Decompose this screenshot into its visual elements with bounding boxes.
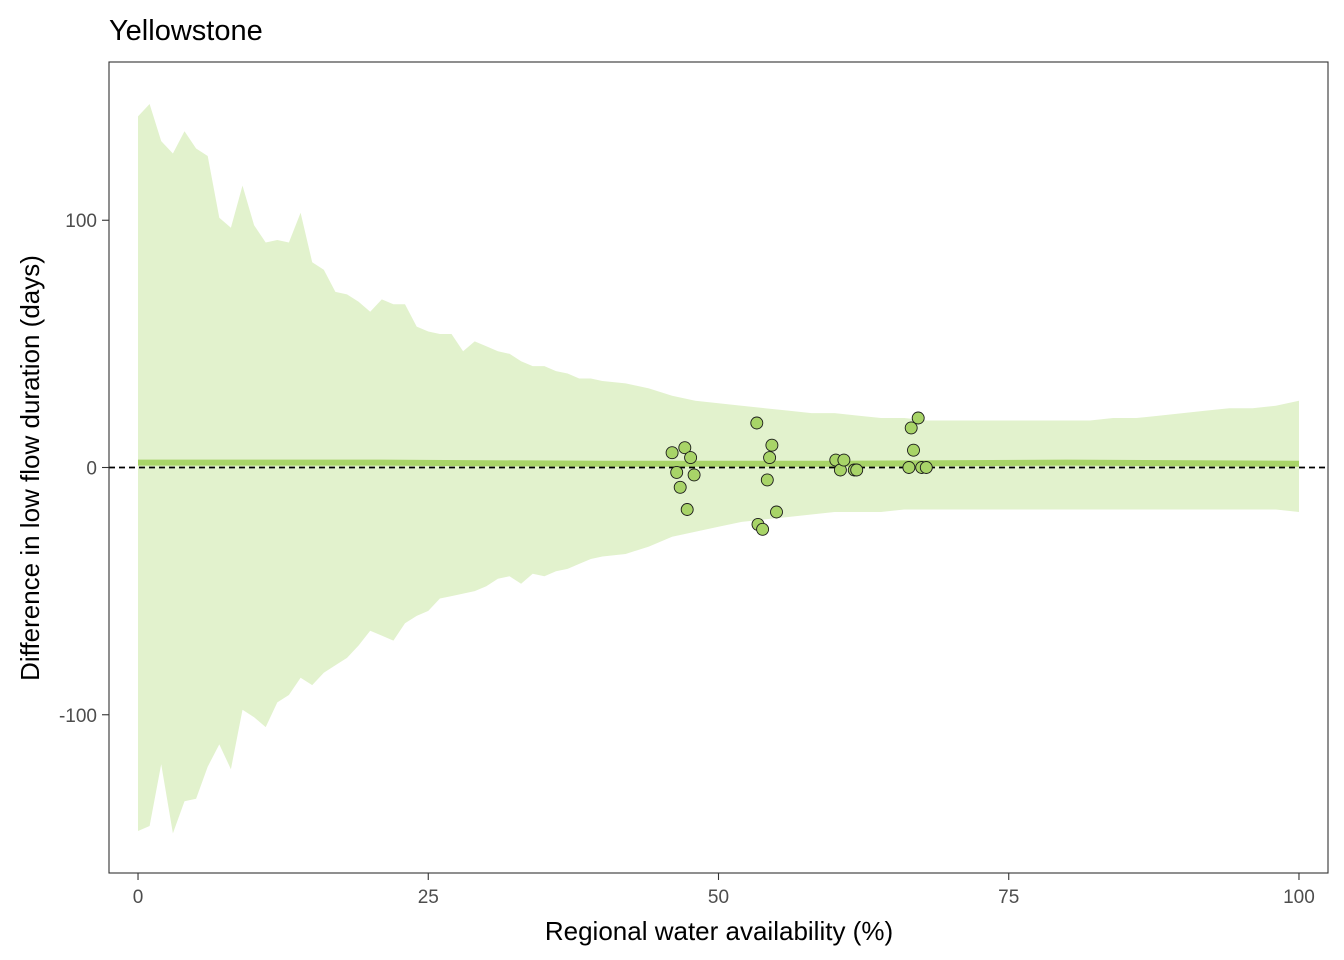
x-tick-label: 0 [133, 887, 144, 908]
x-tick-label: 50 [708, 887, 729, 908]
data-point [765, 438, 779, 452]
data-point [850, 463, 864, 477]
data-point [763, 451, 777, 465]
data-point [665, 446, 679, 460]
data-point [904, 421, 918, 435]
data-point [750, 416, 764, 430]
data-point [678, 441, 692, 455]
confidence-band [138, 104, 1299, 834]
data-point [673, 480, 687, 494]
x-axis: 0 25 50 75 100 [133, 873, 1315, 908]
data-point [756, 522, 770, 536]
y-tick-label: 100 [65, 211, 97, 232]
y-axis: -100 0 100 [59, 211, 109, 727]
data-points [665, 411, 933, 536]
data-point [670, 465, 684, 479]
data-point [684, 451, 698, 465]
x-axis-title: Regional water availability (%) [545, 916, 893, 946]
data-point [837, 453, 851, 467]
data-point [687, 468, 701, 482]
x-tick-label: 100 [1283, 887, 1315, 908]
data-point [902, 461, 916, 474]
plot-panel [108, 61, 1329, 874]
x-tick-label: 25 [418, 887, 439, 908]
data-point [911, 411, 925, 425]
trend-line [138, 459, 1300, 467]
x-tick-label: 75 [998, 887, 1019, 908]
chart-title: Yellowstone [109, 15, 263, 47]
y-tick-label: 0 [86, 459, 97, 480]
y-axis-title: Difference in low flow duration (days) [15, 255, 45, 681]
data-point [770, 505, 783, 519]
y-tick-label: -100 [59, 706, 97, 727]
data-point [919, 461, 933, 474]
data-point [907, 443, 920, 457]
data-point [680, 503, 694, 516]
data-point [760, 473, 774, 487]
